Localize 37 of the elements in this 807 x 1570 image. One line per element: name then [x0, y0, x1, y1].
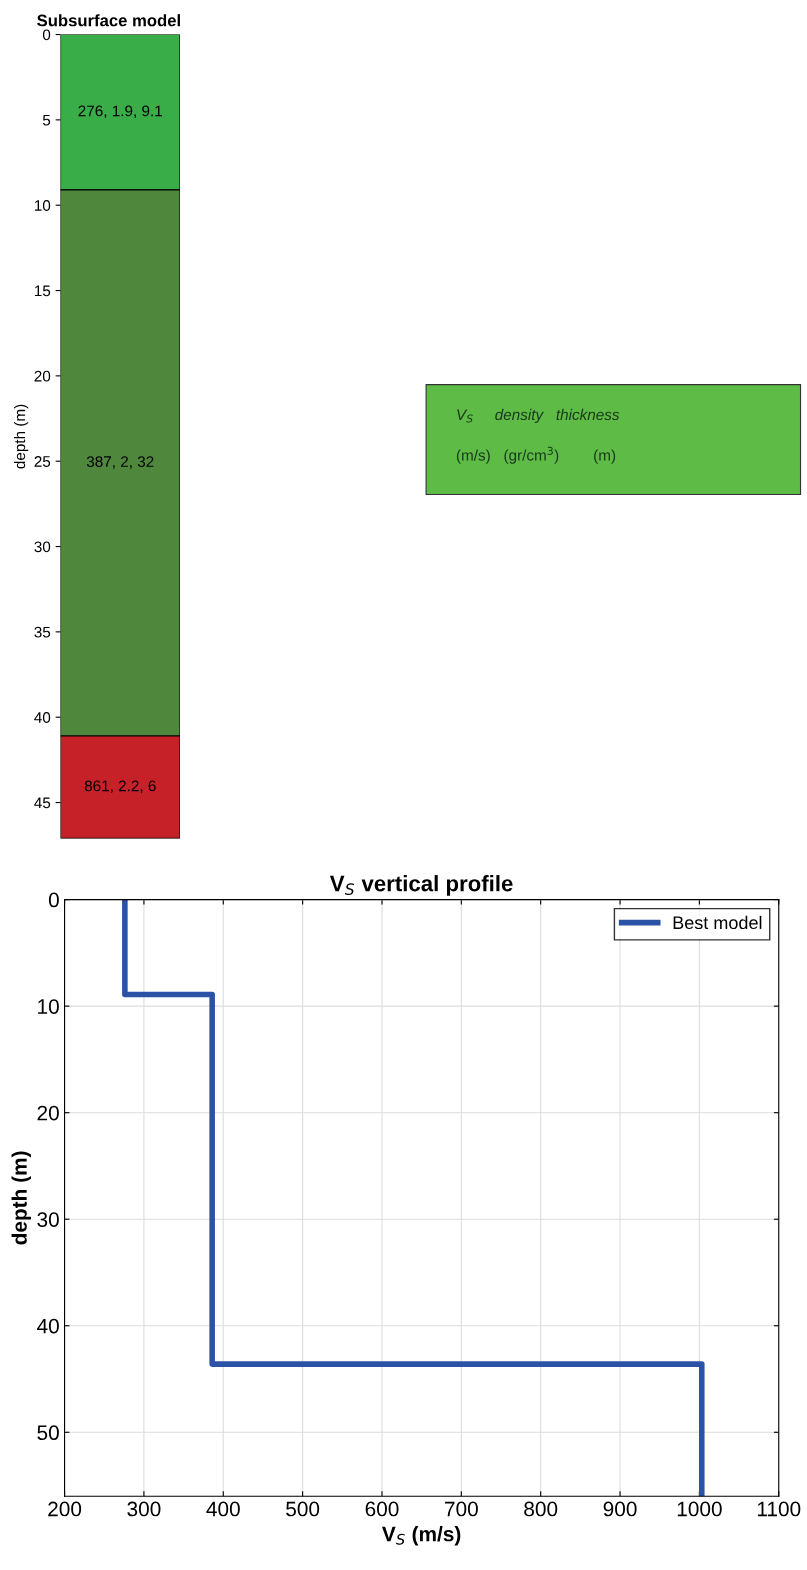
text: V$_{S}$ density thickness	[457, 408, 620, 424]
y-tick-label: 35	[34, 626, 51, 638]
y-tick-label: 40	[34, 712, 51, 723]
x-tick-label: 300	[127, 1501, 161, 1517]
y-tick-label: 30	[34, 541, 51, 553]
y-tick-label: 50	[37, 1425, 59, 1441]
x-tick-label: 500	[286, 1501, 320, 1517]
x-tick-label: 900	[603, 1501, 637, 1517]
data-label: 387, 2, 32	[86, 456, 154, 469]
data-label: 861, 2.2, 6	[84, 780, 156, 794]
x-tick-label: 700	[445, 1501, 478, 1517]
x-tick-label: 600	[365, 1501, 399, 1517]
x-tick-label: 200	[48, 1501, 82, 1517]
y-tick-label: 10	[34, 200, 51, 211]
text: (m/s) (gr/cm$^{3}$) (m)	[456, 446, 616, 464]
y-axis-title: depth (m)	[11, 1151, 31, 1245]
y-tick-label: 0	[48, 892, 59, 908]
y-tick-label: 40	[37, 1318, 59, 1334]
legend-label: Best model	[673, 915, 762, 930]
data-label: 276, 1.9, 9.1	[78, 105, 162, 119]
y-tick-label: 0	[42, 29, 51, 41]
chart-title: V$_{S}$ vertical profile	[329, 875, 513, 896]
chart-title: Subsurface model	[37, 14, 180, 27]
y-tick-label: 20	[34, 370, 51, 382]
y-tick-label: 30	[37, 1212, 59, 1227]
y-tick-label: 15	[34, 285, 51, 297]
y-axis-title: depth (m)	[14, 404, 29, 469]
x-tick-label: 1100	[757, 1501, 801, 1517]
x-tick-label: 800	[524, 1501, 558, 1517]
y-tick-label: 45	[34, 797, 51, 809]
x-tick-label: 400	[206, 1501, 240, 1517]
x-tick-label: 1000	[677, 1501, 722, 1517]
x-axis-title: V$_{S}$ (m/s)	[382, 1526, 461, 1546]
y-tick-label: 20	[37, 1105, 59, 1121]
y-tick-label: 5	[42, 114, 51, 126]
y-tick-label: 25	[34, 456, 51, 467]
y-tick-label: 10	[38, 999, 59, 1014]
